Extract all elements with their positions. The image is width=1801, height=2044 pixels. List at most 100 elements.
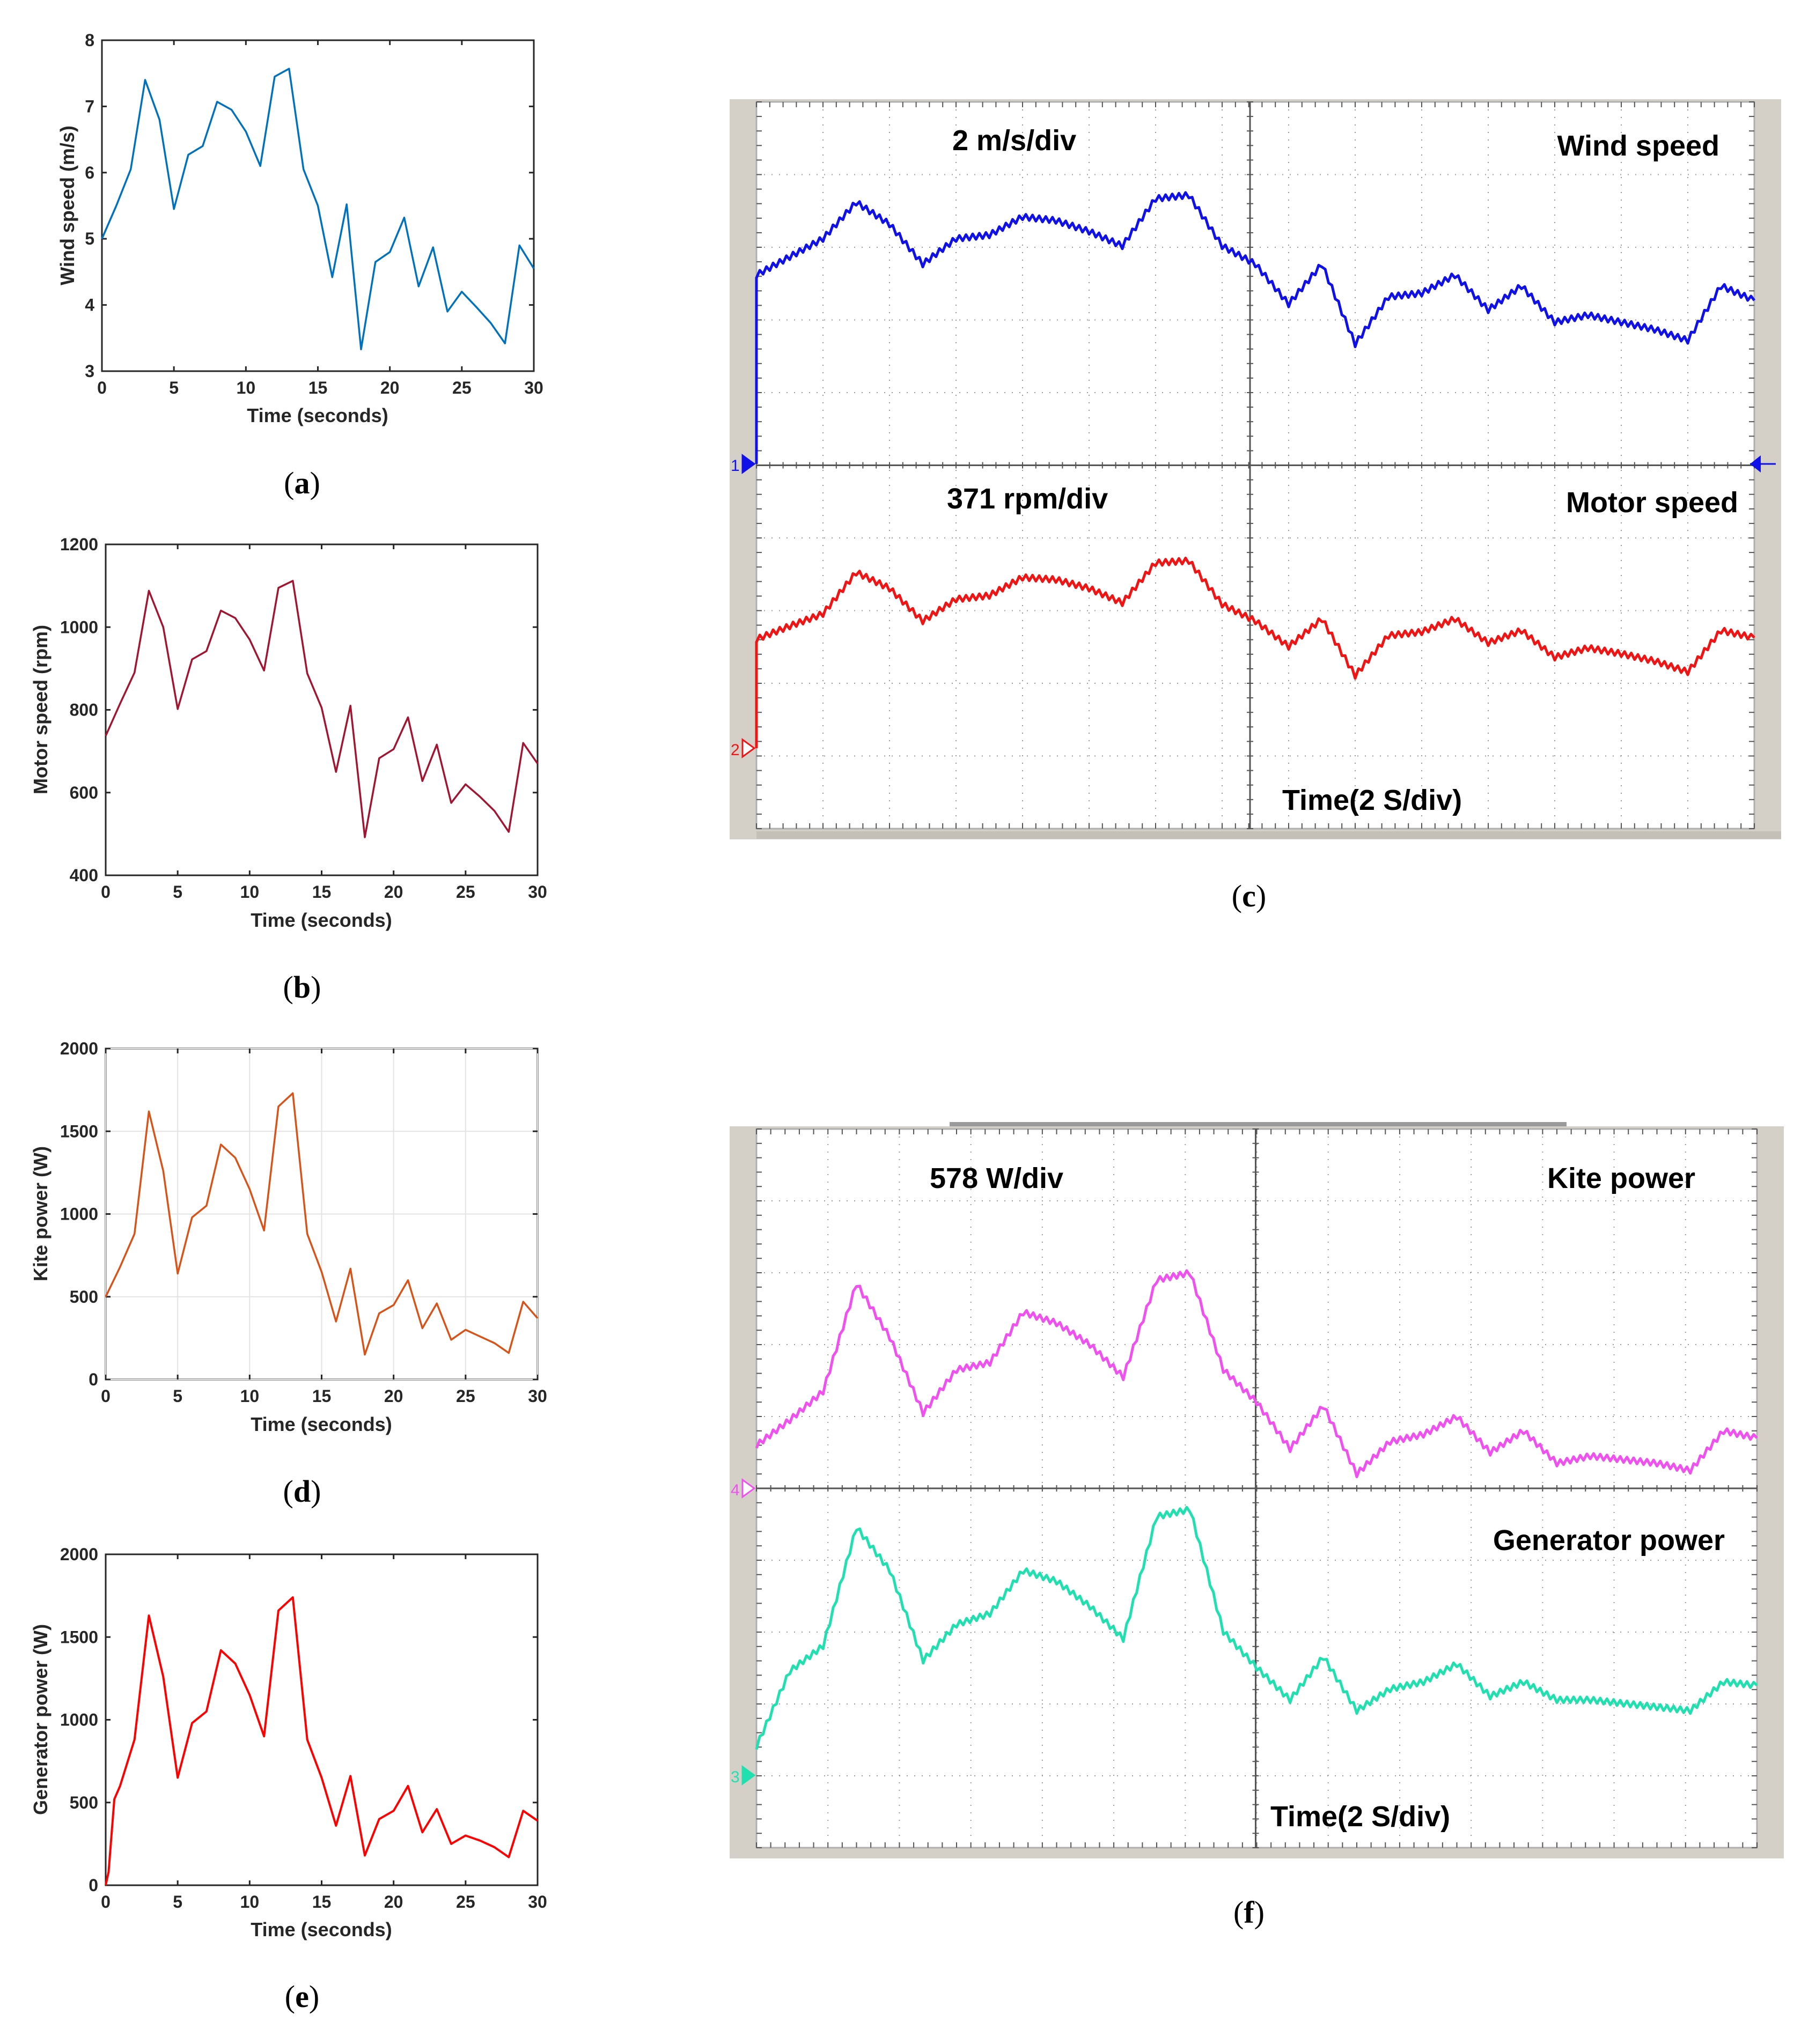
chart-e-ticks: 0 5 10 15 20 25 30 0 500 1000 1500 2000 [60,1545,547,1912]
x-tick-label: 5 [173,1892,182,1912]
scope-c: 12 2 m/s/div Wind speed 371 rpm/div Moto… [730,99,1781,913]
y-tick-label: 1000 [60,617,98,637]
x-tick-label: 0 [101,882,111,902]
x-tick-label: 20 [380,378,400,397]
chart-d-xlabel: Time (seconds) [251,1413,392,1435]
x-tick-label: 5 [173,1386,182,1406]
x-tick-label: 0 [97,378,107,397]
chart-d-ticks: 0 5 10 15 20 25 30 0 500 1000 1500 2000 [60,1039,547,1406]
scope-f-time-label: Time(2 S/div) [1270,1801,1450,1833]
series-line-motor-speed [105,580,539,838]
channel-number: 1 [731,457,740,475]
channel-number: 2 [731,741,740,759]
channel-number: 4 [731,1481,740,1499]
y-tick-label: 1000 [60,1710,98,1730]
scope-trace-kite-power [755,1269,1758,1479]
x-tick-label: 25 [456,1386,475,1406]
x-tick-label: 25 [452,378,472,397]
y-tick-label: 0 [89,1876,98,1895]
chart-d-caption: (d) [283,1474,321,1509]
y-tick-label: 1500 [60,1627,98,1647]
chart-a-caption-letter: a [295,466,310,500]
scope-c-caption-letter: c [1242,879,1256,913]
chart-e-caption: (e) [285,1979,319,2014]
chart-a-series [101,68,535,351]
scope-c-time-label: Time(2 S/div) [1282,784,1462,816]
chart-b: 0 5 10 15 20 25 30 400 600 800 1000 1200 Time (seco… [30,535,547,1005]
series-line-kite-power [105,1092,539,1356]
x-tick-label: 30 [528,882,547,902]
y-tick-label: 800 [70,700,98,720]
x-tick-label: 15 [308,378,328,397]
chart-a-caption: (a) [284,466,320,500]
scope-c-ch1-scale: 2 m/s/div [952,124,1076,157]
scope-f-top-bar [950,1122,1567,1126]
channel-ground-marker [741,1478,756,1499]
scope-c-ch2-name: Motor speed [1566,486,1738,519]
scope-f-ch2-name: Generator power [1493,1524,1725,1556]
chart-e-caption-letter: e [295,1979,309,2014]
chart-b-series [105,580,539,838]
channel-ground-marker [741,1765,756,1785]
chart-d-ylabel: Kite power (W) [30,1146,52,1281]
x-tick-label: 15 [312,882,332,902]
scope-c-bottom-bar [756,831,1781,839]
chart-b-ylabel: Motor speed (rpm) [30,625,52,794]
channel-ground-marker [741,738,756,758]
x-tick-label: 0 [101,1386,111,1406]
scope-c-caption: (c) [1232,879,1266,913]
y-tick-label: 7 [85,97,94,116]
scope-f-caption-letter: f [1244,1895,1254,1930]
y-tick-label: 500 [70,1793,98,1812]
scope-trace-generator-power [755,1506,1758,1750]
y-tick-label: 1000 [60,1205,98,1224]
chart-e: 0 5 10 15 20 25 30 0 500 1000 1500 2000 Time (secon… [30,1545,547,2014]
scope-c-ch1-name: Wind speed [1557,130,1719,162]
scope-f-grid [756,1128,1758,1848]
x-tick-label: 20 [384,1892,403,1912]
x-tick-label: 30 [524,378,543,397]
y-tick-label: 2000 [60,1039,98,1058]
y-tick-label: 0 [89,1370,98,1389]
chart-e-xlabel: Time (seconds) [251,1918,392,1940]
x-tick-label: 20 [384,882,403,902]
scope-c-ch2-scale: 371 rpm/div [947,483,1108,515]
chart-d: 0 5 10 15 20 25 30 0 500 1000 1500 2000 Time (secon… [30,1039,547,1509]
channel-number: 3 [731,1768,740,1786]
chart-b-xlabel: Time (seconds) [251,909,392,931]
chart-e-axes-box [105,1553,539,1886]
y-tick-label: 5 [85,229,94,248]
scope-f-caption: (f) [1233,1895,1265,1930]
chart-e-series [105,1596,539,1886]
y-tick-label: 4 [85,296,94,315]
x-tick-label: 10 [240,1892,260,1912]
scope-f-ch1-name: Kite power [1547,1162,1695,1194]
x-tick-label: 5 [169,378,179,397]
y-tick-label: 600 [70,783,98,802]
scope-c-traces: 12 [731,191,1776,759]
x-tick-label: 30 [528,1892,547,1912]
x-tick-label: 15 [312,1386,332,1406]
x-tick-label: 5 [173,882,182,902]
y-tick-label: 400 [70,866,98,885]
x-tick-label: 25 [456,1892,475,1912]
chart-a-ticks: 0 5 10 15 20 25 30 3 4 5 6 7 8 [85,31,543,397]
chart-b-ticks: 0 5 10 15 20 25 30 400 600 800 1000 1200 [60,535,547,902]
x-tick-label: 20 [384,1386,403,1406]
chart-b-caption-letter: b [293,970,311,1005]
chart-d-series [105,1092,539,1356]
x-tick-label: 10 [237,378,256,397]
chart-a-xlabel: Time (seconds) [247,404,388,426]
chart-e-ylabel: Generator power (W) [30,1624,52,1815]
scope-trace-wind-speed [755,191,1755,464]
scope-f-traces: 43 [731,1269,1758,1786]
y-tick-label: 8 [85,31,94,50]
scope-f: 43 578 W/div Kite power Generator power … [730,1122,1784,1930]
series-line-generator-power [105,1596,539,1886]
channel-ground-marker [741,454,756,474]
y-tick-label: 500 [70,1287,98,1307]
chart-b-caption: (b) [283,970,321,1005]
y-tick-label: 6 [85,163,94,182]
x-tick-label: 0 [101,1892,111,1912]
y-tick-label: 3 [85,361,94,381]
